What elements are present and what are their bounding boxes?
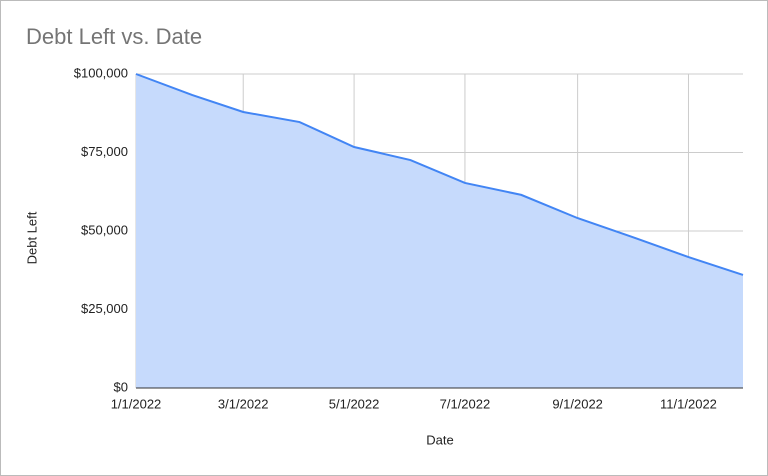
x-tick-label: 5/1/2022 <box>329 396 380 411</box>
x-tick-label: 3/1/2022 <box>218 396 269 411</box>
y-tick-label: $50,000 <box>81 222 128 237</box>
x-tick-label: 11/1/2022 <box>660 396 717 411</box>
y-tick-label: $100,000 <box>74 65 128 80</box>
y-tick-label: $25,000 <box>81 301 128 316</box>
x-tick-label: 9/1/2022 <box>552 396 603 411</box>
area-fill <box>136 74 743 388</box>
chart-title: Debt Left vs. Date <box>26 24 202 49</box>
x-tick-label: 1/1/2022 <box>111 396 162 411</box>
y-tick-label: $0 <box>114 379 128 394</box>
y-axis-label: Debt Left <box>24 211 39 264</box>
area-line <box>135 73 744 276</box>
y-tick-label: $75,000 <box>81 144 128 159</box>
x-tick-label: 7/1/2022 <box>440 396 491 411</box>
x-axis-label: Date <box>426 432 453 447</box>
